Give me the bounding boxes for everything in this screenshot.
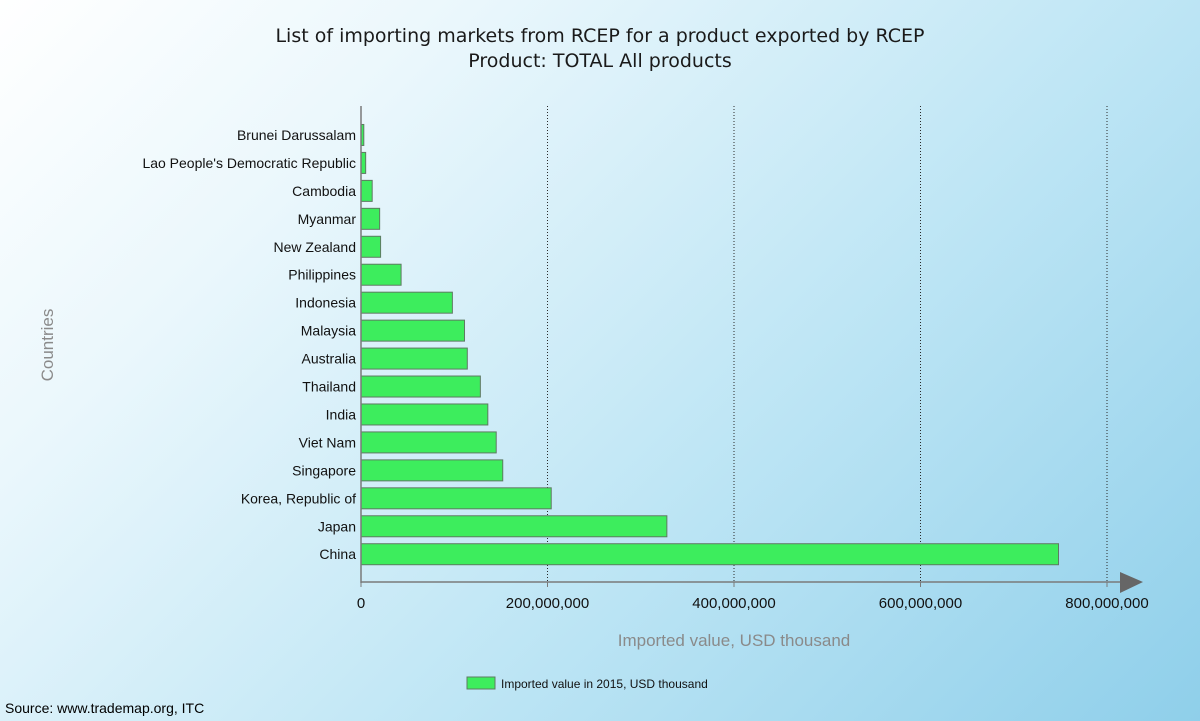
y-tick-label-8: Australia: [302, 351, 357, 367]
bar-8: [360, 347, 468, 370]
y-tick-label-9: Thailand: [302, 379, 356, 395]
x-tick-labels: 0 200,000,000 400,000,000 600,000,000 800,00…: [357, 595, 1149, 612]
y-tick-label-0: Brunei Darussalam: [237, 127, 356, 143]
x-tick-label-1: 200,000,000: [506, 595, 589, 612]
bar-6: [360, 291, 453, 314]
x-tick-label-4: 800,000,000: [1065, 595, 1148, 612]
y-tick-label-1: Lao People's Democratic Republic: [142, 155, 356, 171]
bar-13: [360, 487, 552, 510]
y-tick-label-6: Indonesia: [295, 295, 356, 311]
y-tick-labels: Brunei Darussalam Lao People's Democratic…: [142, 127, 356, 562]
bar-14: [360, 515, 668, 538]
bar-11: [360, 431, 497, 454]
bar-9: [360, 375, 481, 398]
bars: [360, 123, 1060, 566]
legend-label: Imported value in 2015, USD thousand: [501, 677, 708, 691]
y-tick-label-12: Singapore: [292, 462, 356, 478]
y-tick-label-7: Malaysia: [301, 323, 356, 339]
chart-title: List of importing markets from RCEP for …: [275, 25, 924, 47]
bar-5: [360, 263, 402, 286]
legend-swatch: [466, 676, 496, 690]
y-tick-label-15: China: [319, 546, 356, 562]
bar-15: [360, 543, 1060, 566]
x-tick-label-3: 600,000,000: [879, 595, 962, 612]
x-tick-label-2: 400,000,000: [692, 595, 775, 612]
y-tick-label-10: India: [326, 406, 357, 422]
y-axis-title: Countries: [38, 309, 57, 382]
bar-7: [360, 319, 466, 342]
gridlines: [547, 106, 1108, 582]
y-tick-label-2: Cambodia: [292, 183, 356, 199]
y-tick-label-11: Viet Nam: [299, 434, 356, 450]
y-tick-label-3: Myanmar: [298, 211, 357, 227]
x-axis-title: Imported value, USD thousand: [618, 631, 850, 650]
legend: Imported value in 2015, USD thousand: [466, 676, 708, 691]
source-note: Source: www.trademap.org, ITC: [5, 700, 205, 716]
bar-2: [360, 179, 373, 202]
bar-4: [360, 235, 382, 258]
x-axis-arrow: [1120, 572, 1143, 593]
axes: [360, 106, 1143, 593]
x-tick-label-0: 0: [357, 595, 365, 612]
y-tick-label-5: Philippines: [288, 267, 356, 283]
chart-subtitle: Product: TOTAL All products: [468, 50, 731, 72]
bar-3: [360, 207, 381, 230]
bar-12: [360, 459, 504, 482]
y-tick-label-14: Japan: [318, 518, 356, 534]
bar-10: [360, 403, 489, 426]
y-tick-label-4: New Zealand: [274, 239, 357, 255]
y-tick-label-13: Korea, Republic of: [241, 490, 356, 506]
